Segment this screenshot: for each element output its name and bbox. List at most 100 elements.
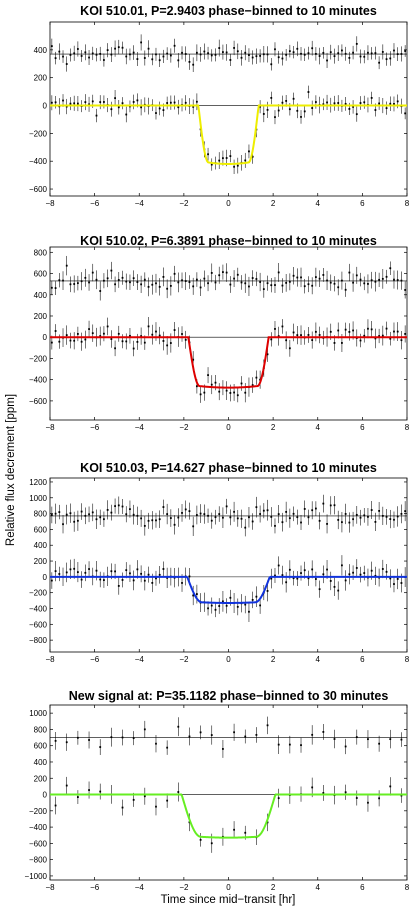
- data-point: [374, 280, 377, 283]
- data-point: [344, 288, 347, 291]
- data-point: [244, 51, 247, 54]
- data-point: [62, 279, 64, 282]
- data-point: [132, 51, 135, 54]
- data-point: [195, 51, 198, 54]
- data-point: [103, 279, 105, 282]
- data-point: [218, 47, 221, 49]
- data-point: [207, 282, 209, 285]
- data-point: [270, 338, 273, 341]
- data-point: [266, 282, 269, 285]
- data-point: [337, 286, 340, 289]
- data-point: [140, 41, 143, 44]
- data-point: [125, 113, 128, 116]
- data-point: [314, 330, 317, 333]
- data-point: [169, 342, 172, 344]
- data-point: [314, 101, 317, 103]
- data-point: [99, 290, 102, 292]
- x-tick-label: −4: [135, 199, 145, 208]
- data-point: [233, 510, 235, 513]
- data-point: [169, 284, 172, 287]
- chart-title: KOI 510.01, P=2.9403 phase−binned to 10 …: [80, 4, 377, 18]
- data-point: [76, 48, 79, 50]
- data-point: [158, 107, 161, 110]
- data-point: [88, 513, 90, 516]
- data-point: [404, 333, 407, 335]
- data-point: [311, 733, 314, 736]
- y-tick-label: 800: [34, 725, 48, 734]
- x-tick-label: −8: [45, 655, 55, 664]
- chart-panel-3: KOI 510.03, P=14.627 phase−binned to 10 …: [29, 461, 410, 664]
- data-point: [229, 59, 232, 61]
- data-point: [184, 280, 187, 282]
- data-point: [106, 325, 109, 328]
- data-point: [88, 56, 90, 59]
- data-point: [266, 821, 269, 824]
- data-point: [341, 49, 343, 52]
- data-point: [69, 283, 72, 286]
- data-point: [318, 519, 321, 522]
- data-point: [396, 279, 399, 281]
- data-point: [50, 341, 53, 344]
- data-point: [181, 582, 183, 584]
- data-point: [274, 48, 276, 51]
- data-point: [352, 329, 354, 332]
- y-tick-label: −200: [29, 589, 48, 598]
- data-point: [359, 102, 362, 104]
- y-tick-label: −800: [29, 856, 48, 865]
- data-point: [65, 334, 68, 337]
- data-point: [255, 506, 258, 509]
- data-point: [132, 347, 135, 350]
- x-tick-label: 2: [271, 883, 276, 892]
- data-point: [169, 54, 172, 57]
- data-point: [288, 743, 291, 746]
- data-point: [103, 518, 105, 521]
- x-tick-label: −6: [90, 883, 100, 892]
- data-point: [337, 52, 340, 55]
- data-point: [236, 273, 239, 276]
- data-point: [192, 525, 195, 528]
- data-point: [155, 53, 157, 56]
- data-point: [326, 523, 328, 525]
- y-tick-label: −600: [29, 839, 48, 848]
- data-point: [76, 736, 79, 739]
- data-point: [266, 108, 269, 111]
- data-point: [129, 281, 131, 284]
- data-point: [166, 52, 169, 55]
- data-point: [192, 285, 195, 288]
- data-point: [300, 116, 302, 118]
- data-point: [344, 745, 347, 748]
- data-point: [110, 736, 113, 739]
- data-point: [65, 784, 68, 787]
- data-point: [385, 107, 388, 110]
- data-point: [69, 568, 72, 571]
- data-point: [192, 63, 195, 66]
- data-point: [121, 579, 124, 581]
- data-point: [218, 274, 221, 277]
- data-point: [173, 44, 176, 47]
- data-point: [363, 514, 366, 517]
- data-point: [95, 569, 98, 572]
- x-tick-label: 8: [405, 655, 410, 664]
- y-tick-label: 400: [34, 758, 48, 767]
- data-point: [210, 604, 213, 607]
- data-point: [222, 51, 224, 53]
- data-point: [117, 279, 120, 281]
- data-point: [396, 100, 399, 103]
- x-tick-label: −2: [179, 423, 189, 432]
- chart-panel-4: New signal at: P=35.1182 phase−binned to…: [25, 689, 410, 892]
- data-point: [400, 339, 403, 342]
- data-point: [136, 568, 139, 571]
- data-point: [236, 50, 239, 53]
- x-tick-label: 4: [316, 199, 321, 208]
- data-point: [359, 516, 362, 519]
- data-point: [54, 512, 57, 515]
- y-tick-label: −800: [29, 636, 48, 645]
- data-point: [114, 283, 116, 286]
- data-point: [151, 581, 154, 584]
- x-tick-label: −8: [45, 423, 55, 432]
- y-tick-label: 600: [34, 270, 48, 279]
- data-point: [84, 338, 87, 341]
- x-tick-label: 2: [271, 199, 276, 208]
- data-point: [50, 579, 53, 582]
- data-point: [166, 344, 169, 347]
